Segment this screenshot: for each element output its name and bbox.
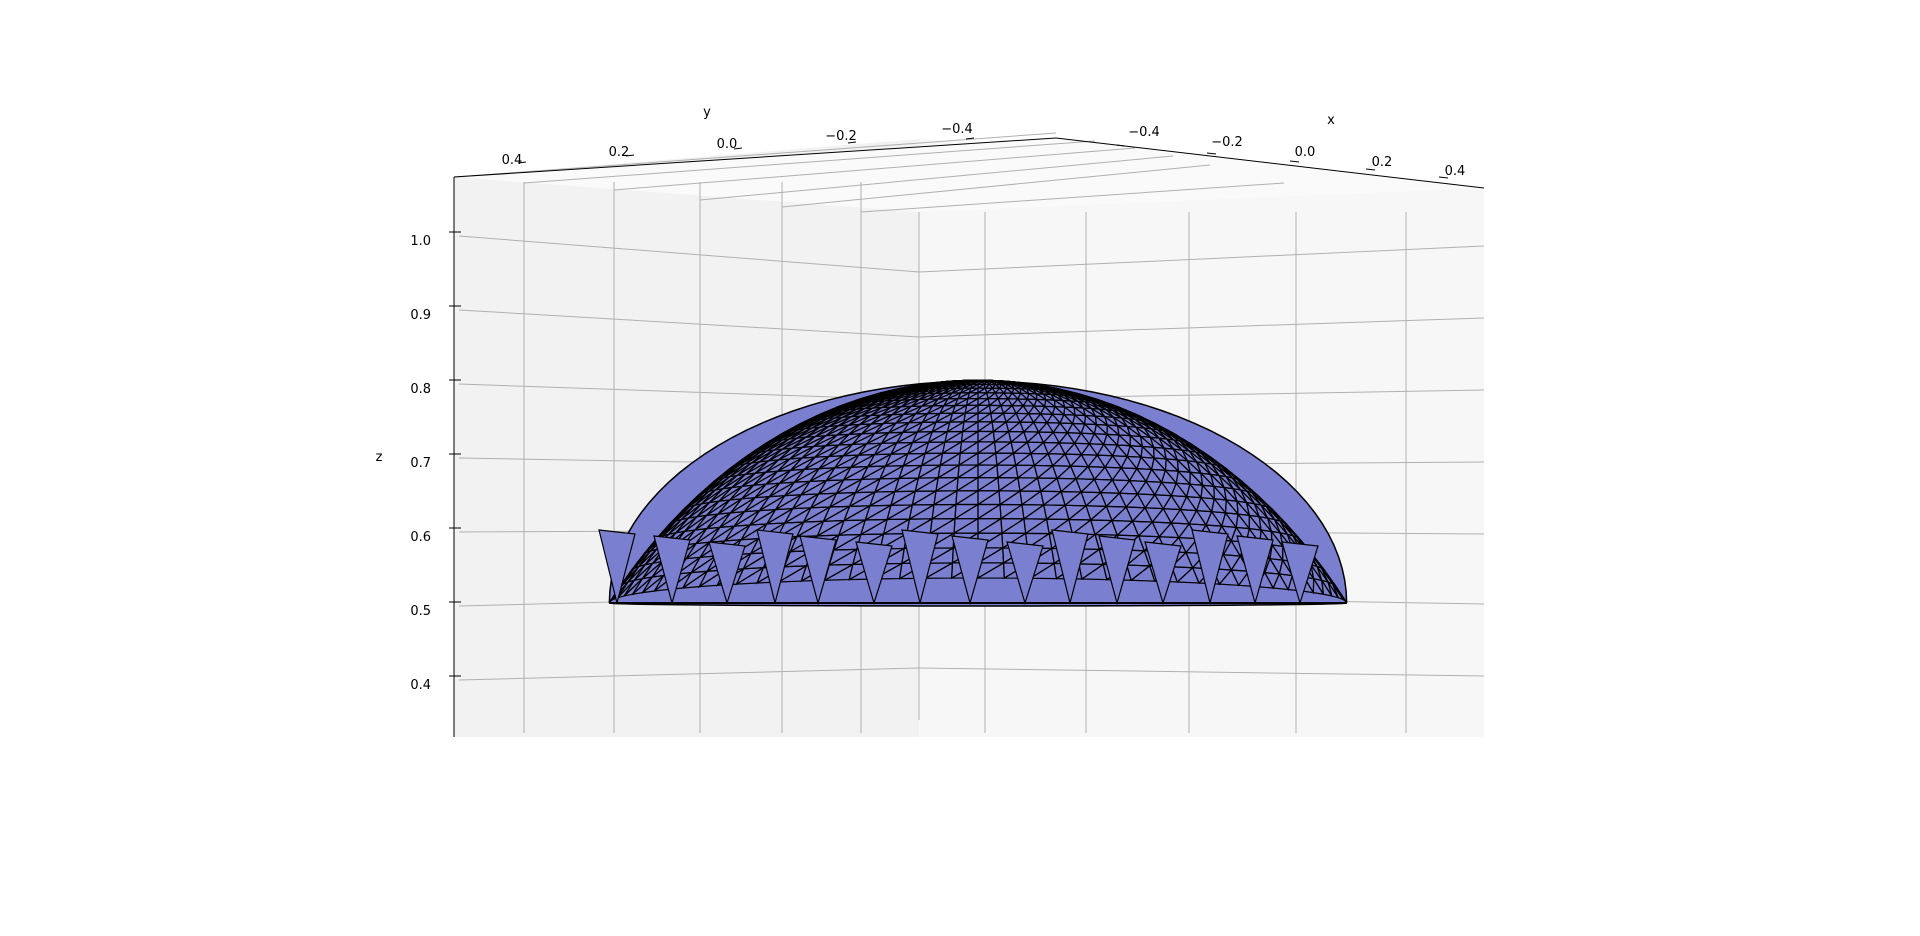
grid-line — [453, 132, 1057, 178]
y-axis-label: y — [703, 105, 711, 120]
grid-line — [860, 182, 1285, 213]
rim-triangle — [799, 535, 837, 606]
x-tick-label: −0.2 — [1211, 135, 1243, 150]
y-tick-label: 0.2 — [609, 145, 630, 160]
z-tick-label: 1.0 — [410, 234, 431, 249]
x-tick-label: −0.4 — [1128, 125, 1160, 140]
z-axis-label: z — [376, 450, 383, 465]
grid-line — [781, 164, 1211, 208]
z-tick-label: 0.8 — [410, 382, 431, 397]
z-tick-label: 0.7 — [410, 456, 431, 471]
y-tick — [625, 154, 635, 157]
axis-edges — [449, 137, 1485, 737]
y-tick — [733, 147, 743, 150]
grid-line — [918, 317, 1485, 338]
rim-triangle — [756, 529, 794, 604]
grid-line — [613, 147, 1136, 191]
z-tick-label: 0.9 — [410, 308, 431, 323]
x-tick-label: 0.2 — [1372, 155, 1393, 170]
dome-surface — [598, 379, 1348, 607]
y-tick-label: −0.2 — [825, 129, 857, 144]
rim-triangle — [855, 541, 893, 606]
z-tick-label: 0.6 — [410, 530, 431, 545]
rim-triangle — [1191, 529, 1229, 604]
y-tick — [517, 161, 527, 164]
rim-triangle — [1006, 541, 1044, 606]
rim-triangle — [598, 529, 636, 604]
x-tick-label: 0.0 — [1295, 145, 1316, 160]
x-tick — [1438, 176, 1449, 179]
y-tick — [965, 137, 975, 140]
grid-line — [458, 667, 920, 681]
rim-triangle — [1144, 541, 1182, 606]
rim-triangle — [901, 529, 939, 604]
grid-line — [458, 235, 920, 273]
z-tick-label: 0.5 — [410, 604, 431, 619]
rim-triangle — [1098, 535, 1136, 606]
y-tick-label: 0.0 — [717, 137, 738, 152]
x-tick — [1365, 168, 1376, 171]
rim-triangle — [951, 535, 989, 606]
grid-line — [699, 155, 1174, 201]
rim-triangle — [1281, 541, 1319, 606]
y-tick-label: −0.4 — [941, 122, 973, 137]
x-tick-label: 0.4 — [1445, 164, 1466, 179]
z-tick-label: 0.4 — [410, 678, 431, 693]
rim-triangle — [1236, 535, 1274, 606]
rim-triangle — [653, 535, 691, 606]
x-axis-line — [1055, 137, 1485, 189]
grid-line — [523, 140, 1096, 184]
y-tick — [847, 141, 857, 144]
grid-line — [918, 667, 1485, 677]
rim-triangle — [1051, 529, 1089, 604]
x-tick — [1115, 144, 1126, 147]
x-axis-label: x — [1327, 113, 1335, 128]
grid-line — [458, 309, 920, 338]
y-tick-label: 0.4 — [502, 153, 523, 168]
grid-line — [918, 245, 1485, 273]
x-tick — [1206, 152, 1217, 155]
y-axis-line — [453, 137, 1057, 178]
rim-triangle — [708, 541, 746, 606]
x-tick — [1289, 160, 1300, 163]
